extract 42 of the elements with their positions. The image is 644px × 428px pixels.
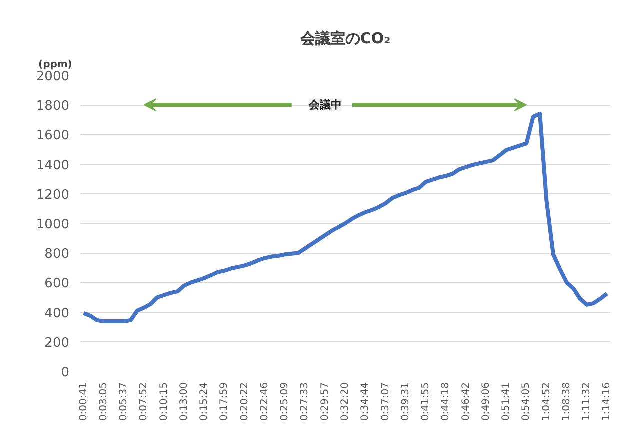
- x-tick-label: 0:22:46: [259, 382, 270, 422]
- x-tick-label: 0:46:42: [460, 382, 472, 422]
- x-tick-label: 0:49:06: [480, 382, 492, 422]
- x-tick-label: 0:41:55: [420, 382, 432, 422]
- x-tick-label: 0:15:24: [199, 382, 210, 422]
- line-series: [82, 112, 610, 324]
- y-tick-label: 1600: [36, 128, 70, 144]
- x-tick-label: 0:20:22: [239, 382, 250, 422]
- y-tick-label: 400: [44, 306, 70, 322]
- y-tick-label: 0: [61, 366, 70, 380]
- x-tick-label: 1:04:52: [541, 382, 552, 422]
- x-tick-label: 0:13:00: [178, 382, 190, 422]
- y-tick-label: 1400: [36, 158, 70, 174]
- y-tick-label: 200: [44, 336, 70, 351]
- x-tick-label: 0:34:44: [360, 382, 372, 422]
- x-tick-label: 0:07:52: [138, 382, 150, 422]
- x-tick-label: 0:00:41: [78, 382, 90, 422]
- y-tick-label: 2000: [36, 70, 70, 84]
- y-tick-label: 1000: [36, 218, 70, 232]
- x-tick-label: 0:05:37: [118, 382, 130, 422]
- x-tick-label: 0:54:05: [521, 382, 532, 422]
- x-tick-label: 0:39:31: [400, 382, 412, 422]
- x-tick-label: 0:25:09: [280, 382, 291, 422]
- x-tick-label: 0:44:18: [440, 382, 452, 422]
- x-tick-label: 0:27:33: [300, 382, 311, 422]
- y-axis-title: (ppm): [38, 60, 72, 70]
- chart-title: 会議室のCO₂: [299, 30, 391, 48]
- x-tick-label: 1:14:16: [602, 382, 613, 422]
- x-tick-label: 0:03:05: [98, 382, 110, 422]
- x-tick-label: 0:29:57: [320, 382, 331, 422]
- x-tick-label: 0:17:59: [219, 382, 230, 422]
- y-tick-label: 1800: [36, 99, 70, 114]
- x-tick-label: 0:32:20: [340, 382, 351, 422]
- x-tick-label: 0:10:15: [158, 382, 170, 422]
- x-tick-label: 1:08:38: [561, 382, 572, 422]
- y-tick-label: 600: [44, 276, 70, 292]
- x-tick-label: 1:11:32: [582, 382, 593, 422]
- x-tick-label: 0:51:41: [501, 382, 512, 422]
- y-tick-label: 800: [44, 247, 70, 262]
- y-tick-label: 1200: [36, 188, 70, 203]
- annotation: 会議中: [308, 98, 342, 112]
- x-tick-label: 0:37:07: [380, 382, 392, 422]
